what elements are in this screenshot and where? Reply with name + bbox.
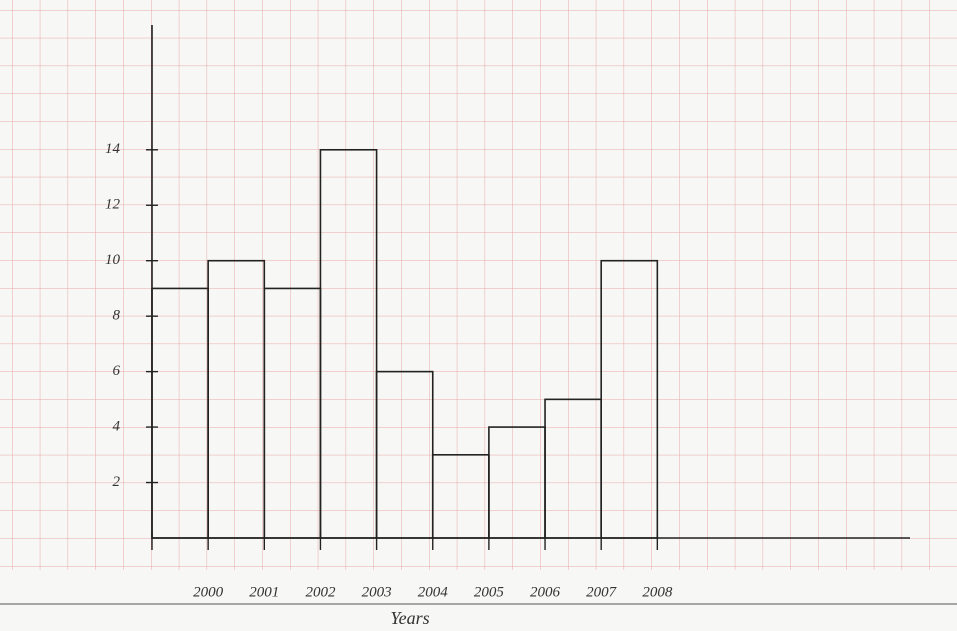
x-tick-label: 2002 (305, 584, 336, 600)
x-tick-label: 2005 (474, 584, 505, 600)
y-tick-label: 4 (113, 419, 121, 435)
y-tick-label: 10 (105, 252, 121, 268)
x-axis-label: Years (390, 608, 429, 628)
y-tick-label: 2 (113, 474, 121, 490)
graph-paper (0, 0, 957, 570)
y-tick-label: 8 (113, 308, 121, 324)
page: {"chart_data": { "type": "histogram", "x… (0, 0, 957, 631)
x-tick-label: 2006 (530, 584, 561, 600)
y-tick-label: 12 (105, 197, 121, 213)
x-tick-label: 2000 (193, 584, 224, 600)
y-tick-label: 14 (105, 141, 121, 157)
x-tick-label: 2003 (362, 584, 392, 600)
x-tick-label: 2001 (249, 584, 279, 600)
x-tick-label: 2007 (586, 584, 618, 600)
chart: 2 4 6 8 10 12 14 2000 2001 2002 2003 2004 2005 2006 20… (0, 0, 957, 631)
y-tick-label: 6 (113, 363, 121, 379)
x-tick-label: 2004 (418, 584, 449, 600)
x-tick-label: 2008 (642, 584, 673, 600)
